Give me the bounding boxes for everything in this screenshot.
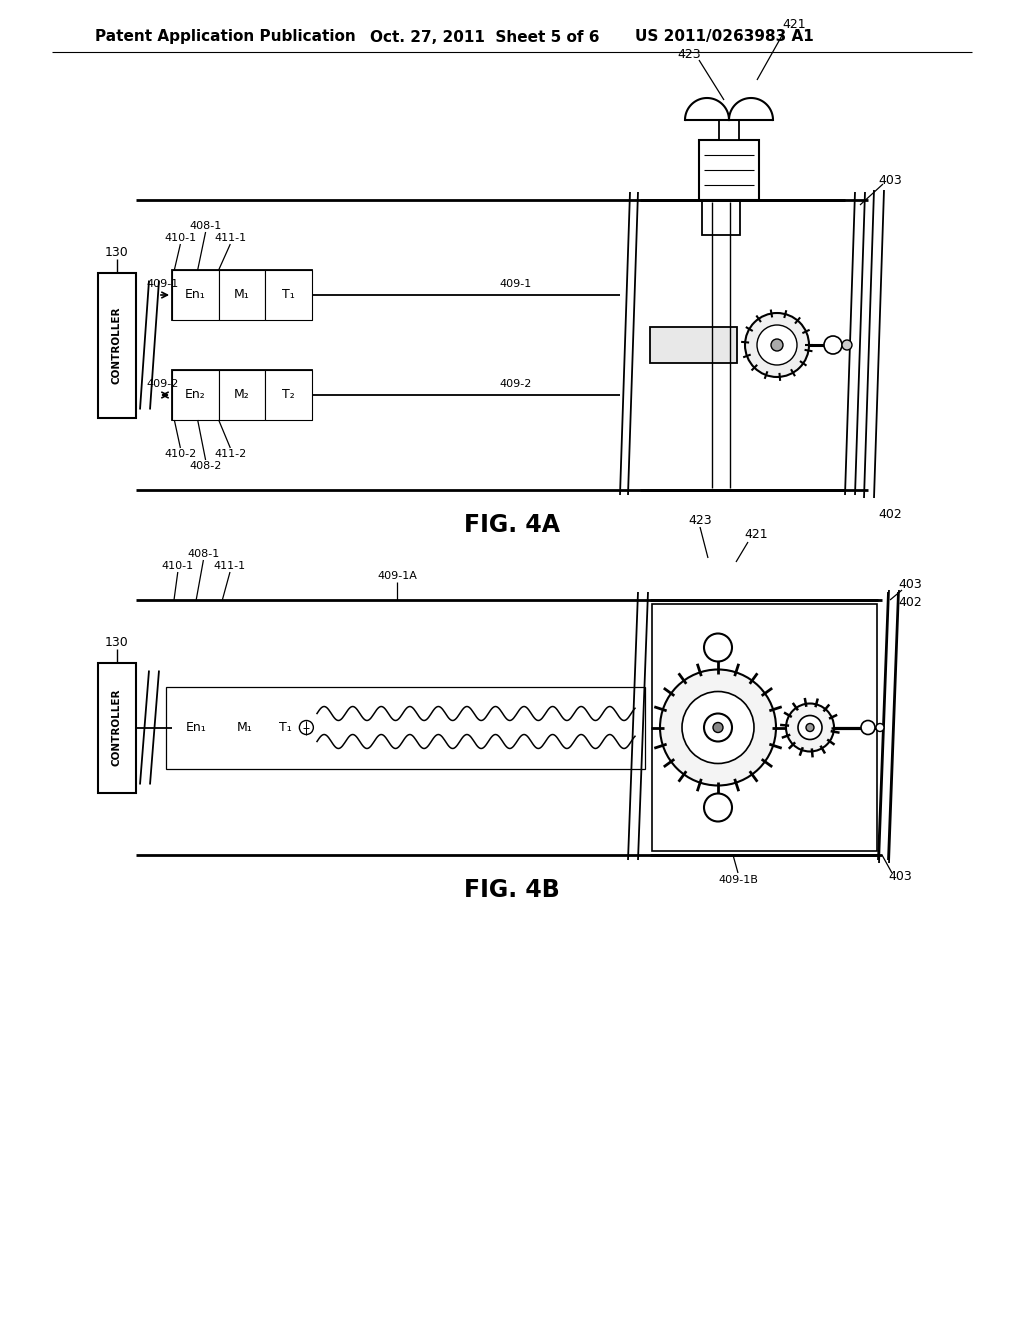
Text: CONTROLLER: CONTROLLER	[112, 689, 122, 766]
Text: 403: 403	[888, 870, 912, 883]
Text: 421: 421	[744, 528, 768, 541]
Text: M₁: M₁	[234, 289, 250, 301]
Text: 408-2: 408-2	[189, 461, 222, 471]
Text: M₁: M₁	[237, 721, 252, 734]
Bar	[172, 271, 312, 319]
Circle shape	[705, 634, 732, 661]
Text: 402: 402	[898, 595, 922, 609]
Circle shape	[876, 723, 884, 731]
Circle shape	[786, 704, 834, 751]
Text: En₁: En₁	[185, 289, 206, 301]
Text: 403: 403	[879, 173, 902, 186]
Text: CONTROLLER: CONTROLLER	[112, 306, 122, 384]
Bar	[172, 271, 219, 319]
Text: T₂: T₂	[283, 388, 295, 401]
Text: 409-1B: 409-1B	[718, 875, 758, 884]
Text: En₁: En₁	[185, 721, 207, 734]
Bar	[166, 686, 645, 768]
Bar	[98, 272, 136, 417]
Text: 408-1: 408-1	[189, 220, 222, 231]
Circle shape	[824, 337, 842, 354]
Circle shape	[705, 714, 732, 742]
Bar	[265, 370, 312, 420]
Text: FIG. 4A: FIG. 4A	[464, 513, 560, 537]
Circle shape	[299, 721, 313, 734]
Text: 423: 423	[688, 513, 712, 527]
Circle shape	[771, 339, 783, 351]
Text: 403: 403	[898, 578, 922, 591]
Bar	[652, 605, 877, 851]
Bar	[265, 271, 312, 319]
Text: 423: 423	[677, 49, 700, 62]
Circle shape	[682, 692, 754, 763]
Text: 408-1: 408-1	[187, 549, 219, 558]
Text: US 2011/0263983 A1: US 2011/0263983 A1	[635, 29, 814, 45]
Text: 411-1: 411-1	[214, 234, 247, 243]
Text: 411-2: 411-2	[214, 449, 247, 459]
Circle shape	[861, 721, 874, 734]
Text: 409-1A: 409-1A	[377, 572, 417, 581]
Bar	[98, 663, 136, 792]
Text: 130: 130	[105, 636, 129, 649]
Text: 409-1: 409-1	[500, 279, 532, 289]
Bar	[172, 370, 312, 420]
Circle shape	[806, 723, 814, 731]
Bar	[172, 701, 317, 755]
Circle shape	[842, 341, 852, 350]
Text: 409-2: 409-2	[500, 379, 532, 389]
Circle shape	[798, 715, 822, 739]
Bar	[220, 701, 268, 755]
Text: 402: 402	[879, 508, 902, 521]
Text: 410-1: 410-1	[162, 561, 194, 572]
Text: En₂: En₂	[185, 388, 206, 401]
Circle shape	[660, 669, 776, 785]
Text: Patent Application Publication: Patent Application Publication	[95, 29, 355, 45]
Circle shape	[705, 793, 732, 821]
Text: T₁: T₁	[280, 721, 292, 734]
Bar	[650, 327, 737, 363]
Bar	[699, 140, 759, 201]
Text: Oct. 27, 2011  Sheet 5 of 6: Oct. 27, 2011 Sheet 5 of 6	[370, 29, 599, 45]
Bar	[172, 370, 219, 420]
Text: FIG. 4B: FIG. 4B	[464, 878, 560, 902]
Text: T₁: T₁	[283, 289, 295, 301]
Bar	[219, 370, 265, 420]
Bar	[172, 701, 220, 755]
Text: 409-1: 409-1	[146, 279, 178, 289]
Text: 130: 130	[105, 246, 129, 259]
Circle shape	[757, 325, 797, 366]
Text: M₂: M₂	[234, 388, 250, 401]
Text: 411-1: 411-1	[214, 561, 246, 572]
Text: 409-2: 409-2	[146, 379, 178, 389]
Text: 410-1: 410-1	[164, 234, 197, 243]
Bar	[219, 271, 265, 319]
Circle shape	[745, 313, 809, 378]
Bar	[268, 701, 317, 755]
Text: 410-2: 410-2	[164, 449, 197, 459]
Bar	[719, 120, 739, 140]
Circle shape	[713, 722, 723, 733]
Text: 421: 421	[782, 18, 806, 32]
Bar	[702, 201, 740, 235]
